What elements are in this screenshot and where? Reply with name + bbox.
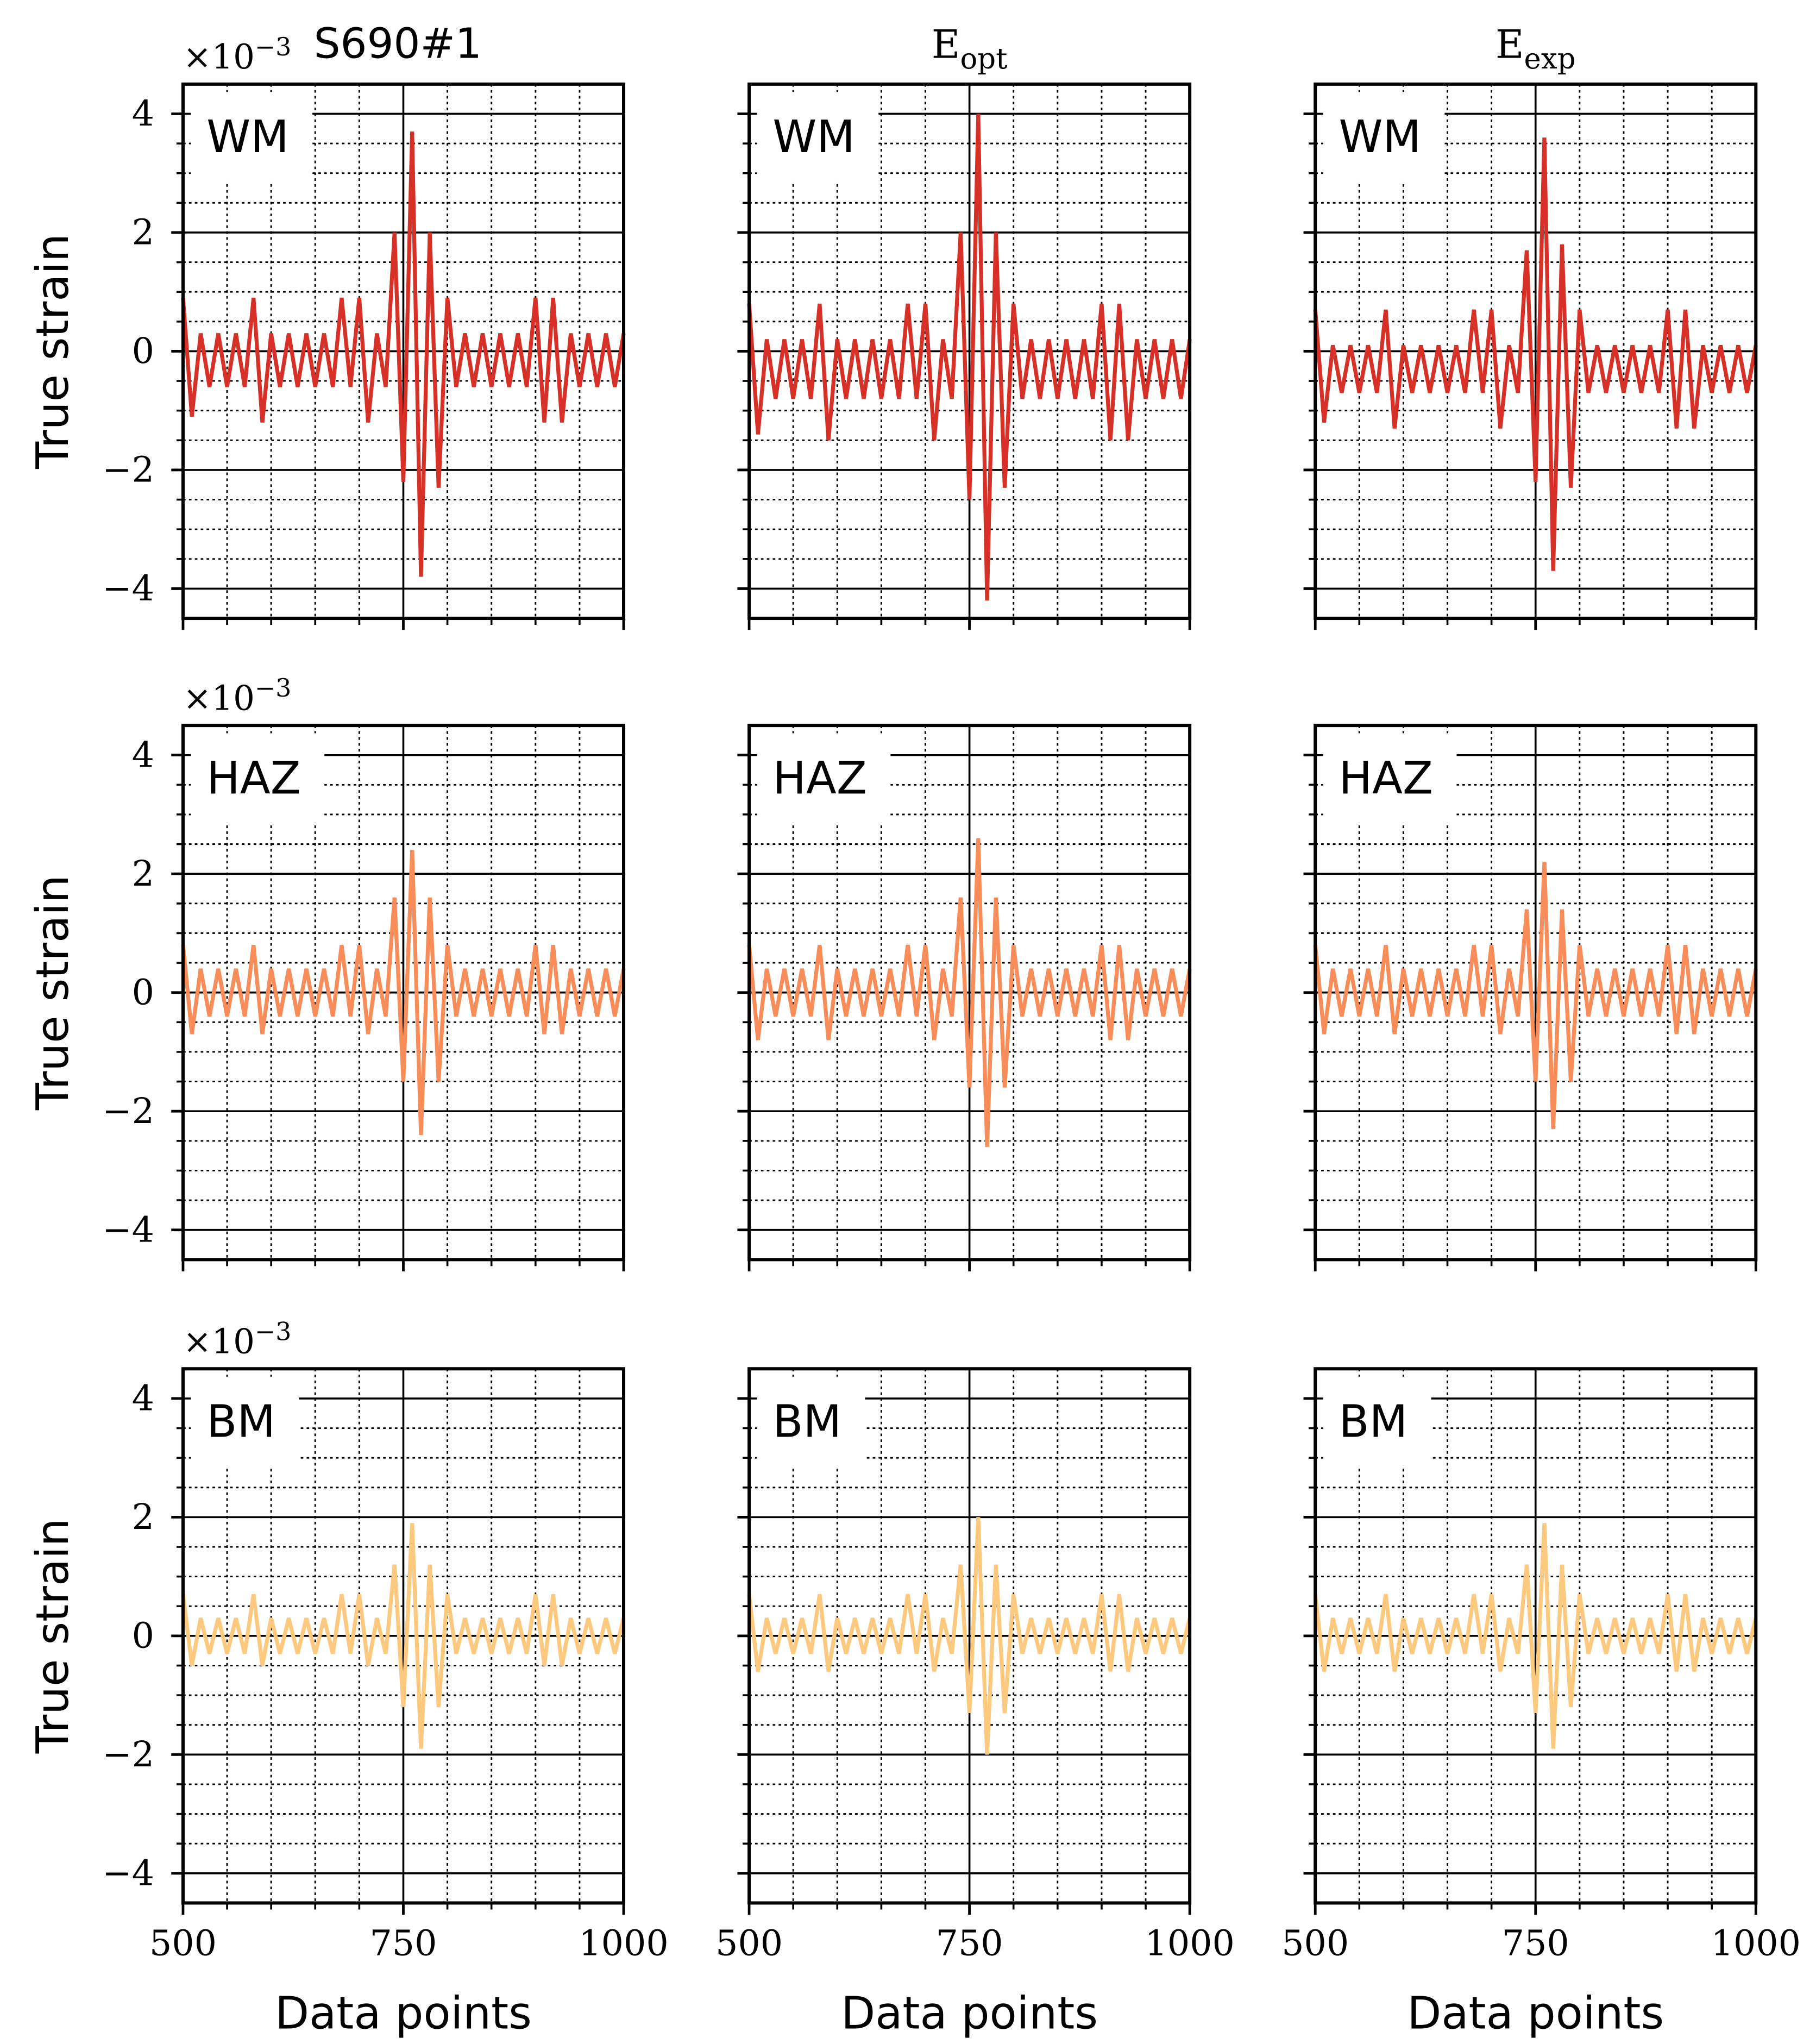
data-line <box>1313 862 1758 1130</box>
panel: BM 500 750 1000 Data points <box>715 1367 1235 2039</box>
y-tick-label: −4 <box>102 1209 154 1250</box>
x-tick-label: 1000 <box>1711 1923 1801 1964</box>
x-axis-label: Data points <box>841 1987 1098 2039</box>
offset-text: ×10−3 <box>183 674 291 718</box>
x-tick-label: 500 <box>1281 1923 1349 1964</box>
title-subscript: opt <box>960 42 1007 76</box>
offset-text: ×10−3 <box>183 1317 291 1361</box>
panel: BM 500 750 1000 −4 −2 0 2 4 ×10−3 True strain Data … <box>27 1317 669 2039</box>
panel: WM Eexp <box>1303 22 1758 630</box>
panel: HAZ <box>737 724 1192 1271</box>
panel-label: BM <box>1339 1396 1408 1447</box>
panel-label: HAZ <box>1339 753 1434 804</box>
data-line <box>747 114 1192 601</box>
data-line <box>181 131 626 577</box>
y-tick-label: 0 <box>132 1616 154 1657</box>
y-tick-label: −2 <box>102 1734 154 1775</box>
label-box <box>757 1376 865 1466</box>
label-box <box>1323 733 1457 823</box>
title-main: E <box>1495 22 1524 68</box>
y-tick-label: 2 <box>132 212 154 253</box>
y-axis-label: True strain <box>27 875 79 1111</box>
panel-label: WM <box>1339 111 1422 163</box>
y-axis-label: True strain <box>27 234 79 469</box>
label-box <box>191 733 325 823</box>
label-box <box>1323 1376 1431 1466</box>
y-tick-label: 4 <box>132 93 154 134</box>
offset-text: ×10−3 <box>183 33 291 77</box>
offset-base: ×10 <box>183 678 255 718</box>
y-axis-label: True strain <box>27 1518 79 1754</box>
y-tick-label: −2 <box>102 1091 154 1132</box>
panel-title: S690#1 <box>314 20 482 68</box>
panel-title: Eexp <box>1495 22 1576 76</box>
x-tick-label: 750 <box>1502 1923 1569 1964</box>
x-axis-label: Data points <box>275 1987 532 2039</box>
data-line <box>181 1523 626 1749</box>
y-tick-label: 2 <box>132 854 154 894</box>
panel-label: HAZ <box>772 753 867 804</box>
label-box <box>191 92 313 181</box>
x-tick-label: 750 <box>369 1923 437 1964</box>
x-tick-label: 1000 <box>579 1923 668 1964</box>
y-tick-label: 0 <box>132 331 154 372</box>
x-axis-label: Data points <box>1407 1987 1664 2039</box>
panel-title: Eopt <box>932 22 1008 76</box>
x-tick-label: 1000 <box>1145 1923 1234 1964</box>
data-line <box>747 838 1192 1147</box>
panel: BM 500 750 1000 Data points <box>1281 1367 1801 2039</box>
label-box <box>1323 92 1445 181</box>
label-box <box>191 1376 299 1466</box>
panel-label: WM <box>772 111 855 163</box>
offset-exponent: −3 <box>255 674 291 703</box>
panel: WM −4 −2 0 2 4 ×10−3 S690#1 True strain <box>27 20 626 630</box>
panel-label: BM <box>206 1396 275 1447</box>
y-tick-label: 4 <box>132 735 154 775</box>
label-box <box>757 733 891 823</box>
data-line <box>747 1517 1192 1755</box>
data-line <box>1313 1523 1758 1749</box>
panel: HAZ <box>1303 724 1758 1271</box>
x-tick-label: 500 <box>149 1923 217 1964</box>
data-line <box>181 850 626 1136</box>
y-tick-label: 2 <box>132 1497 154 1538</box>
offset-base: ×10 <box>183 1321 255 1361</box>
panel-label: HAZ <box>206 753 301 804</box>
y-tick-label: 4 <box>132 1378 154 1419</box>
panel: WM Eopt <box>737 22 1192 630</box>
x-tick-label: 750 <box>936 1923 1003 1964</box>
label-box <box>757 92 879 181</box>
y-tick-label: −4 <box>102 1853 154 1893</box>
y-tick-label: 0 <box>132 972 154 1013</box>
data-line <box>1313 137 1758 571</box>
panel: HAZ −4 −2 0 2 4 ×10−3 True strain <box>27 674 626 1271</box>
offset-base: ×10 <box>183 37 255 77</box>
title-subscript: exp <box>1524 42 1576 76</box>
x-tick-label: 500 <box>715 1923 783 1964</box>
y-tick-label: −2 <box>102 450 154 491</box>
panel-label: BM <box>772 1396 841 1447</box>
y-tick-label: −4 <box>102 568 154 609</box>
title-main: E <box>932 22 960 68</box>
panel-label: WM <box>206 111 289 163</box>
offset-exponent: −3 <box>255 1317 291 1346</box>
offset-exponent: −3 <box>255 33 291 61</box>
